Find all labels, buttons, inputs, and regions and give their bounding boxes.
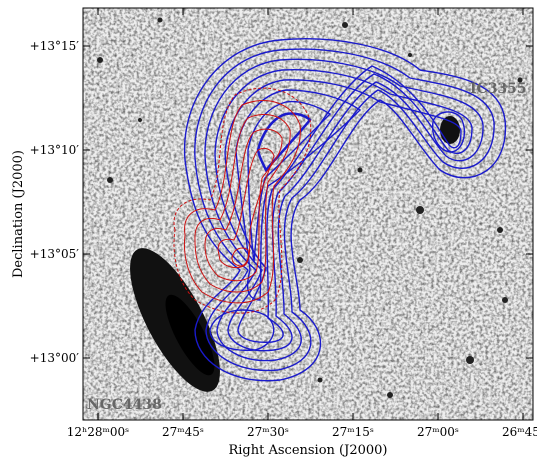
annotation: IC3355 bbox=[470, 81, 527, 97]
figure: IC3355 NGC4438 Right Ascension (J2000) D… bbox=[0, 0, 537, 462]
x-tick-label: 27ᵐ15ˢ bbox=[332, 425, 374, 439]
sky-image bbox=[83, 8, 533, 420]
x-tick-label: 27ᵐ30ˢ bbox=[247, 425, 289, 439]
y-tick-label: +13°10′ bbox=[30, 143, 80, 157]
x-tick-label: 12ʰ28ᵐ00ˢ bbox=[67, 425, 129, 439]
x-tick-label: 26ᵐ45ˢ bbox=[502, 425, 537, 439]
x-tick-label: 27ᵐ45ˢ bbox=[162, 425, 204, 439]
y-tick-label: +13°00′ bbox=[30, 351, 80, 365]
x-axis-label: Right Ascension (J2000) bbox=[228, 443, 387, 458]
y-axis-label: Declination (J2000) bbox=[11, 150, 26, 278]
y-tick-label: +13°15′ bbox=[30, 39, 80, 53]
y-tick-label: +13°05′ bbox=[30, 247, 80, 261]
annotation: NGC4438 bbox=[87, 397, 162, 413]
x-tick-label: 27ᵐ00ˢ bbox=[417, 425, 459, 439]
